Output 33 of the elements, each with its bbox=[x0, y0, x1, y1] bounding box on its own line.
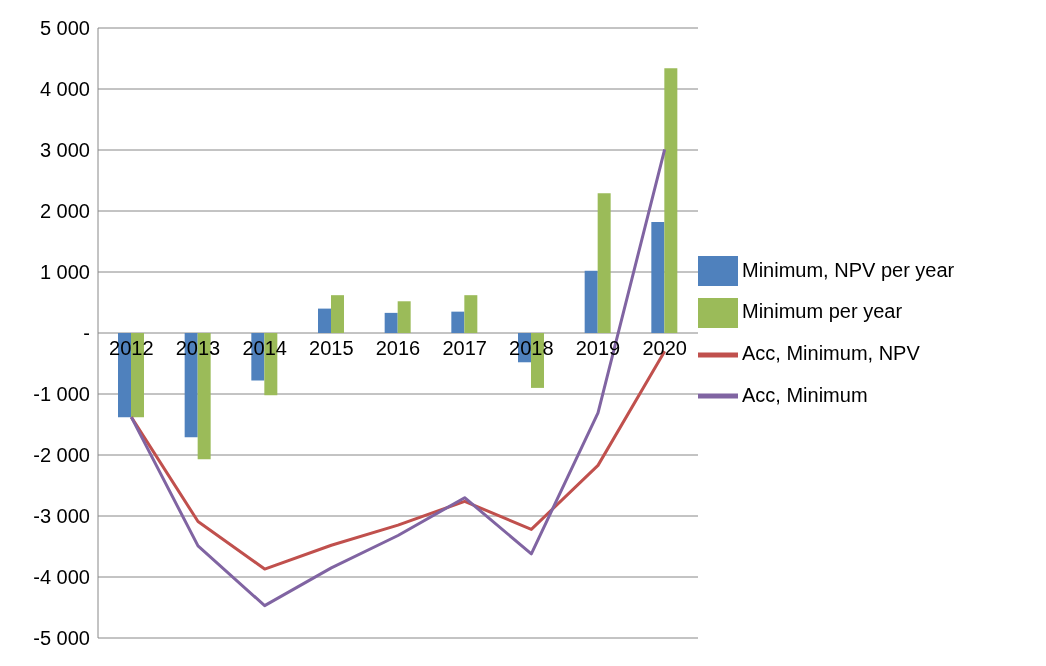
x-tick-label: 2016 bbox=[375, 337, 421, 359]
y-tick-label: -1 000 bbox=[33, 383, 90, 406]
bar bbox=[584, 270, 598, 333]
bar bbox=[451, 311, 465, 333]
y-tick-label: - bbox=[83, 322, 90, 345]
x-tick-label: 2017 bbox=[442, 337, 487, 359]
bar bbox=[384, 312, 398, 333]
x-tick-label: 2014 bbox=[242, 337, 287, 359]
x-tick-label: 2015 bbox=[309, 337, 354, 359]
y-tick-label: 2 000 bbox=[39, 200, 90, 223]
x-tick-label: 2013 bbox=[175, 337, 221, 359]
y-tick-label: -2 000 bbox=[33, 444, 90, 467]
x-tick-label: 2012 bbox=[109, 337, 154, 359]
bar bbox=[597, 193, 611, 333]
y-tick-label: 1 000 bbox=[39, 261, 90, 284]
legend-label: Acc, Minimum, NPV bbox=[742, 342, 920, 364]
x-tick-label: 2018 bbox=[509, 337, 554, 359]
y-tick-label: 3 000 bbox=[39, 139, 90, 162]
x-tick-label: 2020 bbox=[642, 337, 687, 359]
y-tick-label: 4 000 bbox=[39, 78, 90, 101]
bar bbox=[651, 221, 665, 333]
bar bbox=[464, 295, 478, 333]
y-tick-label: -4 000 bbox=[33, 566, 90, 589]
y-tick-label: -5 000 bbox=[33, 627, 90, 650]
legend-label: Minimum, NPV per year bbox=[742, 258, 955, 281]
bar bbox=[397, 301, 411, 333]
y-tick-label: -3 000 bbox=[33, 505, 90, 528]
bar bbox=[664, 68, 678, 333]
bar bbox=[318, 308, 331, 333]
legend-label: Minimum per year bbox=[742, 300, 903, 323]
y-tick-label: 5 000 bbox=[39, 17, 90, 40]
bar bbox=[331, 295, 344, 333]
legend-label: Acc, Minimum bbox=[742, 383, 868, 406]
